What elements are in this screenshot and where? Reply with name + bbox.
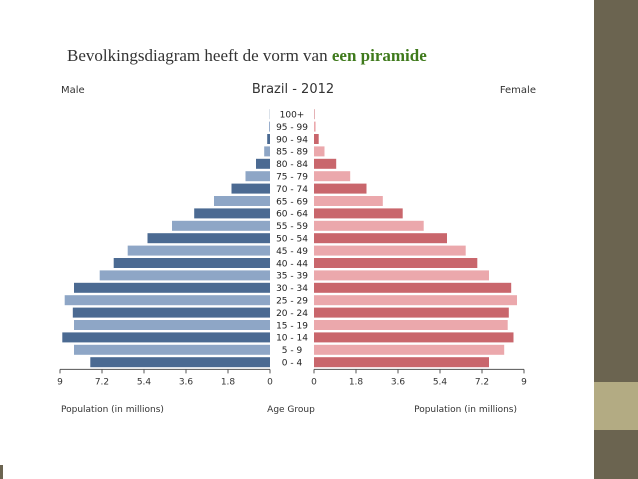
male-bar — [245, 171, 270, 182]
female-bar — [314, 282, 512, 293]
decorative-sidebar-tab — [594, 382, 638, 430]
age-group-label: 45 - 49 — [276, 247, 308, 257]
female-bar — [314, 158, 337, 169]
female-axis-title: Population (in millions) — [414, 405, 517, 415]
male-x-tick-label: 1.8 — [221, 377, 236, 387]
female-bar — [314, 245, 466, 256]
male-bar — [267, 134, 270, 144]
male-bar — [72, 307, 270, 318]
male-axis-title: Population (in millions) — [61, 405, 164, 415]
age-group-label: 50 - 54 — [276, 235, 308, 245]
age-group-label: 0 - 4 — [282, 359, 303, 369]
male-bar — [264, 146, 270, 157]
female-bar — [314, 320, 508, 330]
age-group-label: 75 - 79 — [276, 173, 308, 183]
male-label: Male — [61, 85, 85, 96]
female-bar — [314, 220, 424, 231]
male-bar — [74, 320, 270, 330]
age-axis-title: Age Group — [267, 405, 315, 415]
age-group-label: 90 - 94 — [276, 135, 308, 145]
male-bar — [269, 121, 270, 132]
male-x-tick-label: 5.4 — [137, 377, 152, 387]
female-bar — [314, 121, 316, 132]
female-bar — [314, 357, 489, 368]
age-group-label: 85 - 89 — [276, 148, 308, 158]
male-bar — [231, 183, 270, 194]
female-bar — [314, 307, 509, 318]
age-group-label: 30 - 34 — [276, 284, 308, 294]
female-label: Female — [500, 85, 536, 96]
female-bar — [314, 171, 351, 182]
population-pyramid-chart: Brazil - 2012 Male Female 100+95 - 9990 … — [57, 82, 536, 415]
male-bar — [127, 245, 270, 256]
female-bar — [314, 344, 505, 355]
male-bar — [172, 220, 270, 231]
age-group-label: 95 - 99 — [276, 123, 308, 133]
age-group-label: 15 - 19 — [276, 321, 308, 331]
male-x-tick-label: 3.6 — [179, 377, 194, 387]
female-bar — [314, 134, 319, 144]
female-x-tick-label: 9 — [521, 377, 527, 387]
female-x-tick-label: 3.6 — [391, 377, 406, 387]
age-group-label: 10 - 14 — [276, 334, 308, 344]
male-x-tick-label: 9 — [57, 377, 63, 387]
male-bar — [99, 270, 270, 281]
male-bar — [90, 357, 270, 368]
age-group-label: 25 - 29 — [276, 297, 308, 307]
male-bar — [74, 282, 270, 293]
slide-title-highlight: een piramide — [331, 46, 427, 65]
female-x-tick-label: 1.8 — [349, 377, 364, 387]
male-bar — [113, 258, 270, 268]
female-bar — [314, 183, 367, 194]
age-group-label: 60 - 64 — [276, 210, 308, 220]
age-group-label: 55 - 59 — [276, 222, 308, 232]
male-bar — [62, 332, 270, 343]
male-x-tick-label: 0 — [267, 377, 273, 387]
slide-title-prefix: Bevolkingsdiagram heeft de vorm van — [67, 46, 332, 65]
female-x-tick-label: 5.4 — [433, 377, 448, 387]
male-bar — [74, 344, 270, 355]
female-bar — [314, 196, 383, 206]
age-group-label: 20 - 24 — [276, 309, 308, 319]
female-bar — [314, 258, 478, 268]
male-bar — [147, 233, 270, 244]
female-bar — [314, 208, 403, 219]
male-bar — [214, 196, 270, 206]
male-bar — [194, 208, 270, 219]
slide-title: Bevolkingsdiagram heeft de vorm van een … — [67, 46, 427, 66]
age-group-label: 80 - 84 — [276, 160, 308, 170]
age-group-label: 100+ — [280, 111, 305, 121]
female-bar — [314, 109, 315, 120]
female-x-tick-label: 0 — [311, 377, 317, 387]
male-x-tick-label: 7.2 — [95, 377, 109, 387]
female-x-tick-label: 7.2 — [475, 377, 489, 387]
age-group-label: 5 - 9 — [282, 346, 303, 356]
age-group-label: 65 - 69 — [276, 197, 308, 207]
age-group-label: 70 - 74 — [276, 185, 308, 195]
female-bar — [314, 146, 325, 157]
female-bar — [314, 270, 489, 281]
female-bar — [314, 295, 517, 306]
age-group-label: 40 - 44 — [276, 259, 308, 269]
female-bar — [314, 233, 447, 244]
decorative-corner-mark — [0, 465, 3, 479]
male-bar — [64, 295, 270, 306]
female-bar — [314, 332, 514, 343]
chart-title: Brazil - 2012 — [252, 82, 334, 97]
male-bar — [256, 158, 270, 169]
age-group-label: 35 - 39 — [276, 272, 308, 282]
